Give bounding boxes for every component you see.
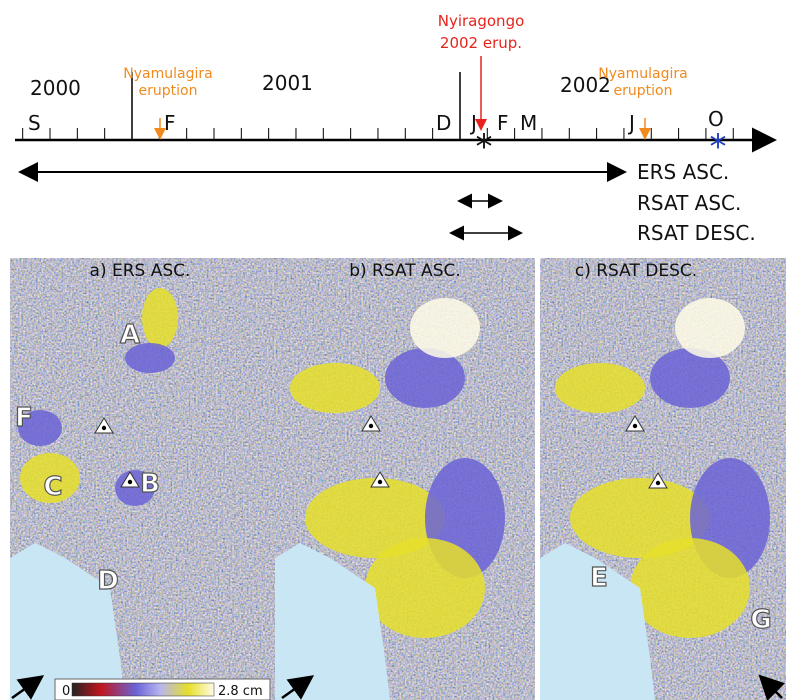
colorbar: 0 2.8 cm [55, 679, 270, 700]
event-label: Nyamulagira [123, 66, 212, 82]
month-label: F [497, 111, 509, 135]
volcano-dot [128, 480, 132, 484]
month-label: S [28, 111, 41, 135]
track-label: ERS ASC. [637, 160, 729, 184]
asterisk: * [476, 127, 493, 167]
site-letter: B [140, 469, 160, 499]
event-label: Nyiragongo [438, 12, 525, 30]
site-letter: G [750, 605, 771, 635]
year-label: 2000 [30, 76, 81, 100]
site-letter: C [43, 472, 62, 502]
volcano-dot [102, 426, 106, 430]
volcano-dot [378, 480, 382, 484]
event-label: Nyamulagira [598, 66, 687, 82]
track-label: RSAT DESC. [637, 221, 756, 245]
event-label: 2002 erup. [440, 34, 522, 52]
month-label: D [436, 111, 451, 135]
site-letter: E [590, 563, 608, 593]
volcano-dot [656, 481, 660, 485]
colorbar-min: 0 [62, 684, 70, 699]
fringe [675, 298, 745, 358]
month-label: J [627, 111, 635, 135]
volcano-dot [369, 424, 373, 428]
event-label: eruption [139, 83, 198, 99]
month-label: F [164, 111, 176, 135]
panel-title: b) RSAT ASC. [349, 261, 461, 281]
month-label: M [520, 111, 537, 135]
fringe [410, 298, 480, 358]
volcano-dot [633, 424, 637, 428]
fringe [365, 538, 485, 638]
fringe [290, 363, 380, 413]
fringe [142, 288, 178, 348]
event-label: eruption [614, 83, 673, 99]
site-letter: F [15, 403, 33, 433]
figure: 2000 2001 2002 S F D J F M J O Nyamulagi… [0, 0, 786, 700]
interferogram [540, 258, 786, 700]
site-letter: A [120, 320, 140, 350]
panel-title: a) ERS ASC. [90, 261, 191, 281]
year-label: 2001 [262, 71, 313, 95]
track-label: RSAT ASC. [637, 191, 741, 215]
fringe [555, 363, 645, 413]
fringe [630, 538, 750, 638]
site-letter: D [97, 566, 119, 596]
timeline-ticks [23, 128, 734, 140]
interferogram [275, 258, 535, 700]
colorbar-max: 2.8 cm [218, 684, 263, 699]
panel-title: c) RSAT DESC. [575, 261, 697, 281]
